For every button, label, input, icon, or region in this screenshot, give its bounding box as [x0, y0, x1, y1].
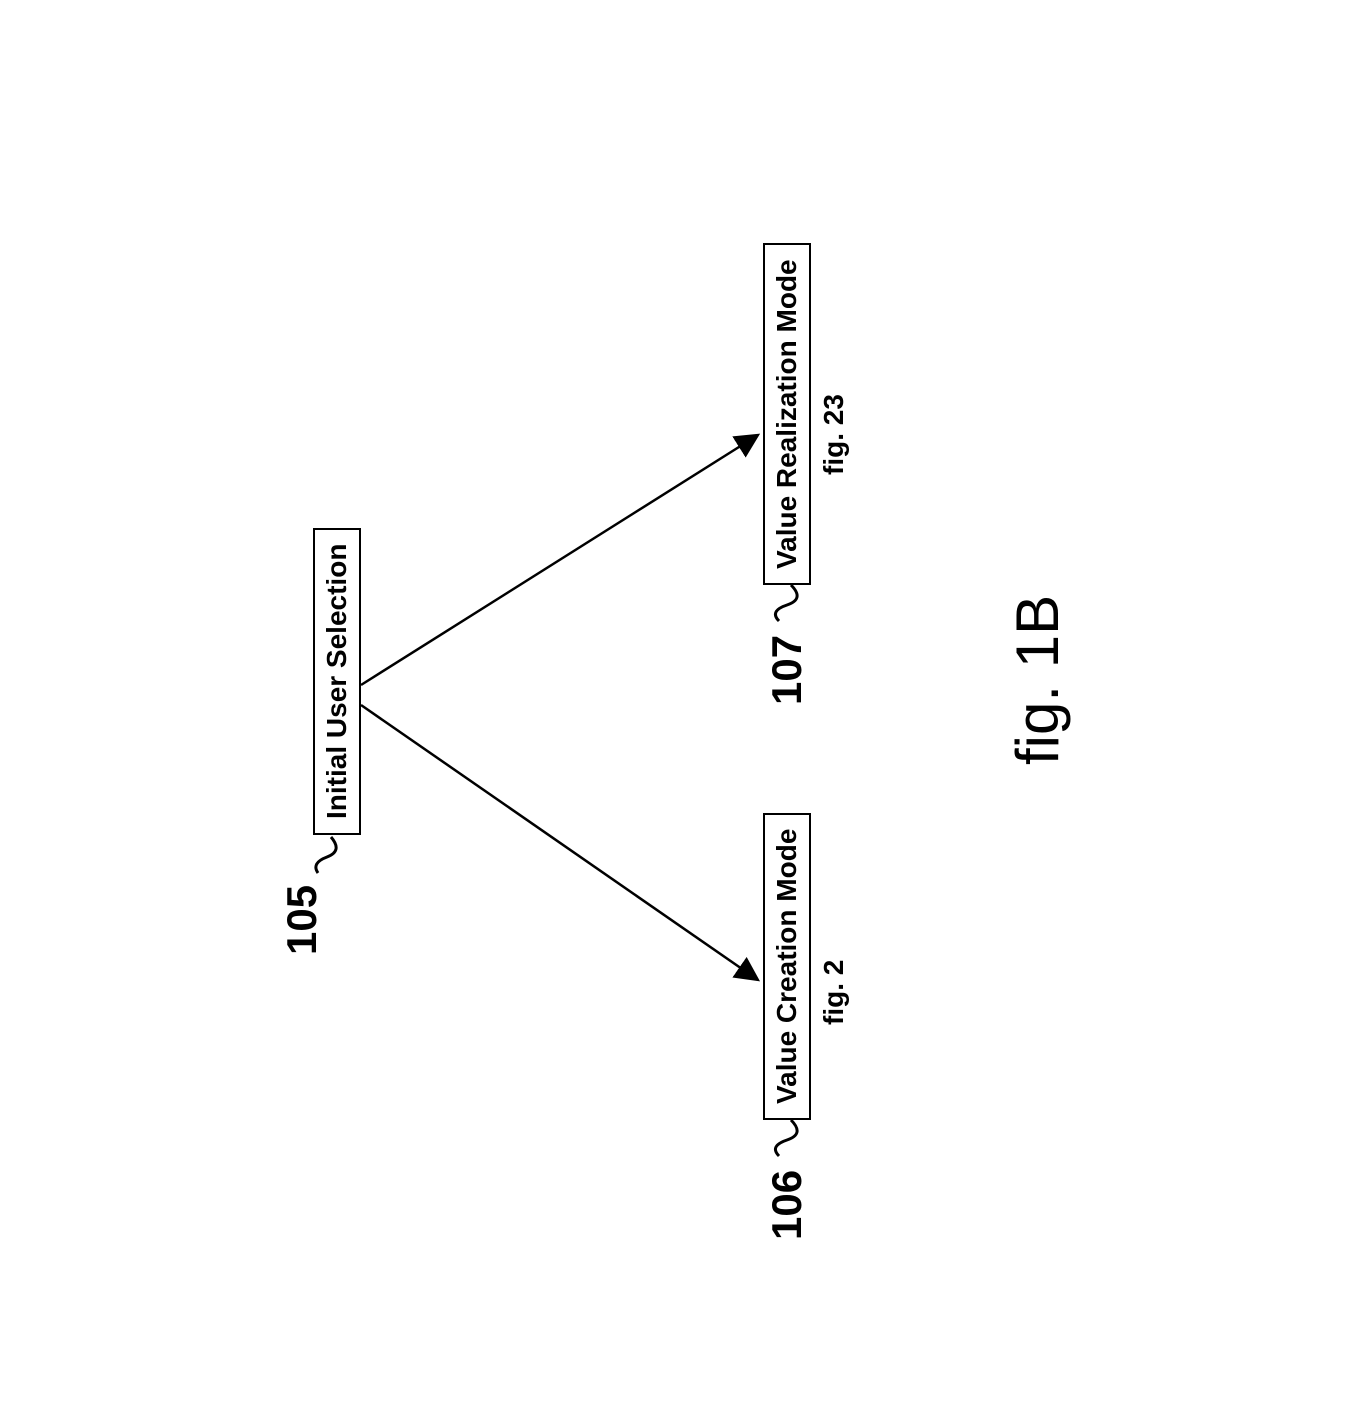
edge-top-to-left	[361, 705, 758, 980]
diagram-inner: Initial User Selection 105 Value Creatio…	[223, 105, 1123, 1305]
squiggle-106	[771, 1116, 811, 1158]
node-initial-user-selection: Initial User Selection	[313, 528, 361, 835]
edge-top-to-right	[361, 435, 758, 685]
diagram-rotated-container: Initial User Selection 105 Value Creatio…	[0, 32, 1346, 1378]
squiggle-105	[313, 833, 353, 875]
sub-fig23: fig. 23	[818, 394, 850, 475]
ref-105: 105	[278, 885, 326, 955]
node-label: Value Creation Mode	[771, 829, 802, 1104]
node-value-realization-mode: Value Realization Mode	[763, 243, 811, 585]
sub-fig2: fig. 2	[818, 960, 850, 1025]
node-label: Initial User Selection	[321, 544, 352, 819]
ref-107: 107	[763, 635, 811, 705]
node-label: Value Realization Mode	[771, 259, 802, 569]
squiggle-107	[771, 581, 811, 623]
ref-106: 106	[763, 1170, 811, 1240]
figure-title: fig. 1B	[1003, 595, 1072, 765]
node-value-creation-mode: Value Creation Mode	[763, 813, 811, 1120]
